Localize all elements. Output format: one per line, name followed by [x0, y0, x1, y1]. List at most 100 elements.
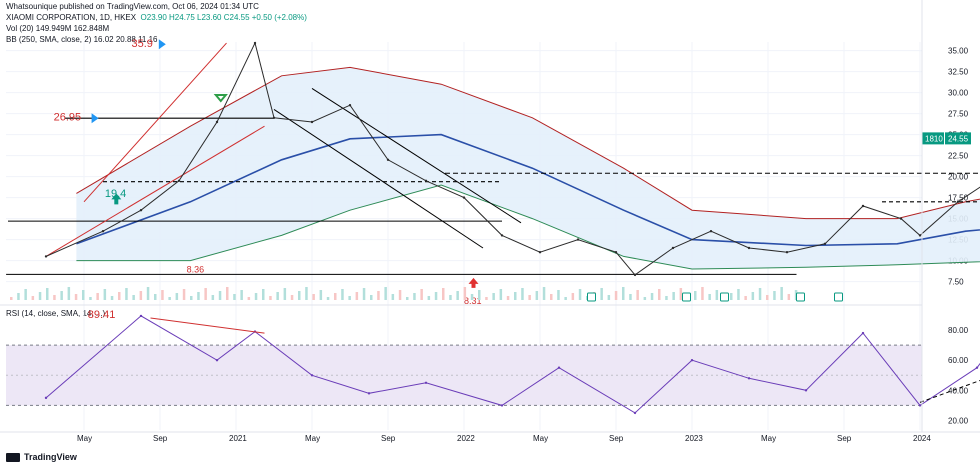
volume-bar — [233, 294, 236, 300]
volume-bar — [348, 296, 351, 300]
volume-bar — [514, 292, 517, 300]
price-point — [101, 230, 105, 233]
volume-bar — [622, 287, 625, 300]
price-point — [918, 234, 922, 237]
volume-bar — [362, 288, 366, 300]
annotation-resistance: 26.95 — [54, 111, 82, 123]
volume-bar — [773, 291, 776, 300]
price-tick-label: 27.50 — [948, 110, 969, 119]
volume-bar — [377, 291, 380, 300]
annotation-low: 8.31 — [464, 296, 482, 306]
rsi-legend: RSI (14, close, SMA, 14, ...) — [6, 309, 106, 318]
volume-bar — [470, 294, 474, 300]
rsi-point — [500, 404, 504, 407]
rsi-point — [747, 377, 751, 380]
time-tick-label: 2024 — [913, 434, 931, 443]
tv-logo-icon — [6, 452, 20, 462]
volume-bar — [398, 290, 402, 300]
volume-bar — [665, 296, 668, 300]
volume-bar — [31, 296, 35, 300]
volume-bar — [139, 291, 143, 300]
rsi-tick-label: 40.00 — [948, 386, 969, 395]
volume-bar — [110, 296, 114, 300]
volume-bar — [283, 288, 287, 300]
volume-bar — [154, 294, 157, 300]
price-point — [462, 196, 466, 199]
volume-bar — [787, 294, 791, 300]
volume-bar — [103, 289, 107, 300]
volume-bar — [492, 293, 495, 300]
volume-bar — [74, 294, 78, 300]
volume-bar — [758, 288, 762, 300]
volume-bar — [254, 293, 258, 300]
volume-bar — [262, 289, 265, 300]
volume-bar — [737, 289, 740, 300]
volume-bar — [751, 292, 755, 300]
volume-bar — [125, 288, 128, 300]
rsi-divergence-line — [150, 317, 265, 334]
rsi-tick-label: 20.00 — [948, 416, 969, 425]
rsi-point — [804, 389, 808, 392]
volume-bar — [118, 292, 121, 300]
volume-bar — [17, 293, 20, 300]
volume-bar — [211, 295, 215, 300]
volume-bar — [658, 289, 661, 300]
volume-bar — [434, 292, 438, 300]
volume-bar — [614, 291, 618, 300]
rsi-point — [633, 411, 637, 415]
volume-bar — [730, 293, 733, 300]
volume-bar — [542, 287, 546, 300]
volume-bar — [175, 293, 179, 300]
volume-bar — [456, 291, 459, 300]
price-point — [424, 179, 428, 182]
rsi-point — [424, 381, 428, 384]
volume-bar — [197, 292, 200, 300]
volume-bar — [391, 294, 395, 300]
volume-bar — [672, 292, 675, 300]
price-tick-label: 7.50 — [948, 278, 964, 287]
ticker-tag — [922, 132, 944, 145]
time-tick-label: 2022 — [457, 434, 475, 443]
volume-bar — [708, 294, 711, 300]
volume-bar — [290, 295, 294, 300]
volume-bar — [564, 297, 567, 300]
volume-bar — [643, 297, 647, 300]
time-tick-label: May — [761, 434, 776, 443]
volume-bar — [67, 287, 71, 300]
green-up-arrow-icon — [111, 193, 122, 205]
volume-bar — [319, 290, 323, 300]
price-point — [576, 238, 580, 241]
volume-bar — [60, 291, 63, 300]
volume-bar — [463, 287, 467, 300]
volume-bar — [247, 297, 251, 300]
volume-bar — [82, 290, 85, 300]
moving-average-line — [76, 133, 980, 247]
rsi-point — [139, 314, 143, 318]
price-tick-label: 22.50 — [948, 152, 969, 161]
rsi-point — [557, 366, 561, 369]
price-point — [272, 116, 276, 120]
volume-bar — [679, 288, 683, 300]
volume-bar — [161, 290, 164, 300]
volume-bar — [312, 294, 315, 300]
price-point — [139, 209, 143, 212]
annotation-low-level: 8.36 — [187, 264, 205, 274]
volume-bar — [780, 287, 783, 300]
price-point — [614, 251, 618, 254]
volume-bar — [499, 289, 503, 300]
blue-arrow-icon — [91, 113, 99, 124]
volume-bar — [89, 297, 92, 300]
volume-bar — [600, 288, 603, 300]
volume-bar — [406, 297, 409, 300]
time-tick-label: Sep — [837, 434, 852, 443]
volume-bar — [715, 290, 719, 300]
volume-bar — [506, 296, 510, 300]
volume-bar — [535, 291, 539, 300]
annotation-high: 35.9 — [132, 38, 153, 50]
price-point — [44, 255, 48, 258]
volume-bar — [413, 293, 416, 300]
red-up-arrow-icon — [468, 277, 479, 288]
volume-bar — [190, 296, 193, 300]
